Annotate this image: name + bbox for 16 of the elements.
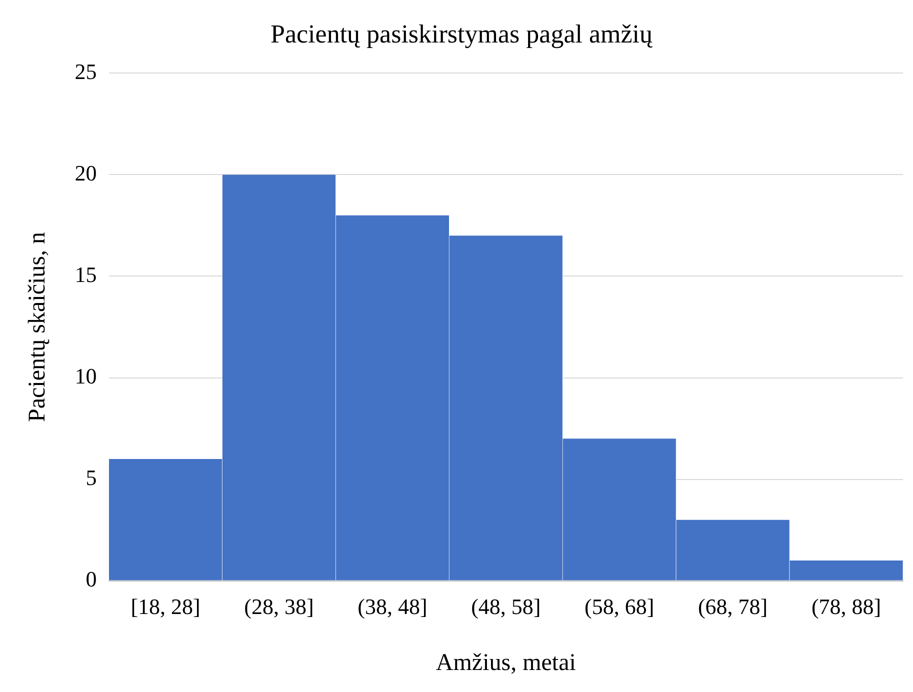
y-tick-label: 10 xyxy=(74,364,97,389)
x-tick-label: [18, 28] xyxy=(130,594,200,619)
y-tick-label: 25 xyxy=(74,58,97,84)
y-tick-label: 5 xyxy=(86,465,97,490)
x-tick-label: (78, 88] xyxy=(811,594,882,619)
y-axis-title: Pacientų skaičius, n xyxy=(24,232,51,422)
y-tick-label: 15 xyxy=(74,262,97,288)
x-tick-label: (68, 78] xyxy=(698,594,768,619)
y-tick-label: 0 xyxy=(86,566,97,592)
chart-title: Pacientų pasiskirstymas pagal amžių xyxy=(270,19,654,48)
x-tick-label: (48, 58] xyxy=(471,594,541,619)
x-tick-label: (58, 68] xyxy=(584,594,654,619)
x-axis-title: Amžius, metai xyxy=(436,650,576,676)
x-tick-label: (28, 38] xyxy=(244,594,314,619)
y-tick-label: 20 xyxy=(74,160,97,186)
x-tick-label: (38, 48] xyxy=(358,594,428,619)
